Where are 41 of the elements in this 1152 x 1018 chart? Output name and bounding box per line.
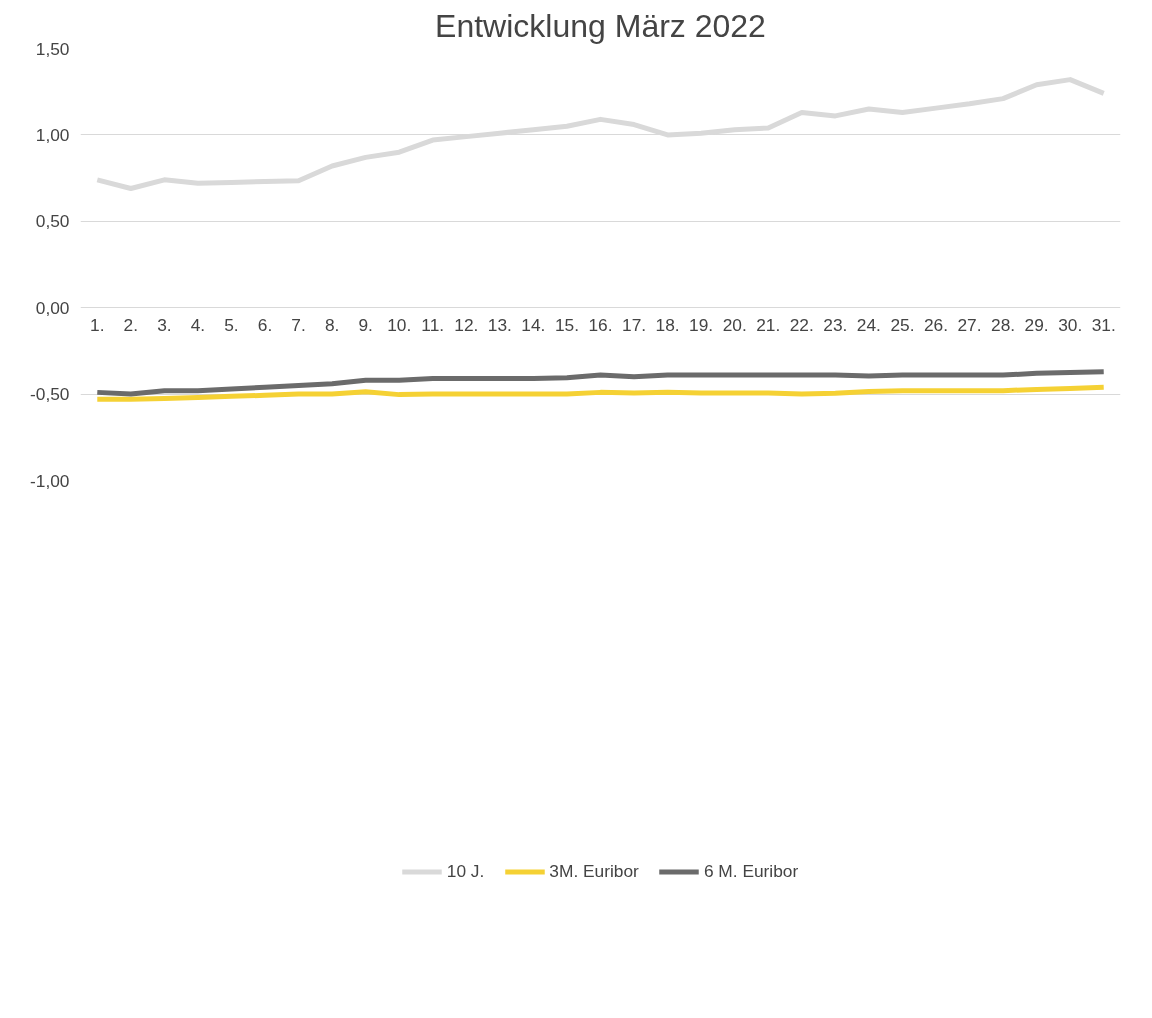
y-tick-label: 0,00 — [35, 297, 70, 318]
x-tick-label: 28. — [991, 314, 1016, 335]
legend-label: 6 M. Euribor — [703, 860, 799, 882]
chart-title: Entwicklung März 2022 — [435, 7, 766, 44]
x-tick-label: 10. — [387, 314, 412, 335]
x-tick-label: 13. — [487, 314, 512, 335]
x-tick-label: 19. — [689, 314, 714, 335]
y-tick-label: 1,00 — [35, 124, 70, 145]
x-tick-label: 18. — [655, 314, 680, 335]
x-tick-label: 9. — [358, 314, 373, 335]
legend-label: 10 J. — [446, 860, 485, 882]
x-tick-label: 2. — [123, 314, 139, 335]
x-tick-label: 12. — [454, 314, 479, 335]
x-tick-label: 8. — [324, 314, 340, 335]
x-tick-label: 15. — [554, 314, 579, 335]
x-tick-label: 23. — [823, 314, 848, 335]
x-tick-label: 11. — [421, 314, 445, 335]
x-tick-label: 5. — [224, 314, 239, 335]
x-tick-label: 25. — [890, 314, 915, 335]
x-tick-label: 17. — [622, 314, 647, 335]
x-tick-label: 24. — [856, 314, 881, 335]
x-tick-label: 6. — [257, 314, 273, 335]
x-tick-label: 1. — [90, 314, 105, 335]
x-tick-label: 29. — [1024, 314, 1049, 335]
legend-label: 3M. Euribor — [549, 860, 639, 882]
x-tick-label: 31. — [1091, 314, 1116, 335]
x-tick-label: 21. — [756, 314, 781, 335]
x-tick-label: 3. — [157, 314, 172, 335]
x-tick-label: 7. — [291, 314, 306, 335]
y-tick-label: -1,00 — [30, 470, 70, 491]
x-tick-label: 20. — [722, 314, 747, 335]
x-tick-label: 27. — [957, 314, 982, 335]
x-tick-label: 26. — [923, 314, 949, 335]
x-tick-label: 14. — [521, 314, 546, 335]
x-tick-label: 30. — [1058, 314, 1083, 335]
x-tick-label: 4. — [190, 314, 206, 335]
x-tick-label: 16. — [588, 314, 613, 335]
y-tick-label: 0,50 — [35, 211, 70, 232]
y-tick-label: -0,50 — [30, 384, 70, 405]
y-tick-label: 1,50 — [35, 38, 70, 59]
x-tick-label: 22. — [789, 314, 814, 335]
